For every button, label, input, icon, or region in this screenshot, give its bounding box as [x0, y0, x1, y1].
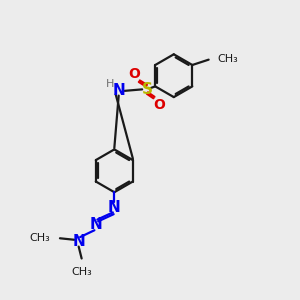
Text: S: S: [141, 82, 152, 97]
Text: N: N: [89, 218, 102, 232]
Text: H: H: [106, 79, 114, 89]
Text: N: N: [108, 200, 121, 214]
Text: N: N: [72, 234, 85, 249]
Text: CH₃: CH₃: [29, 233, 50, 243]
Text: N: N: [112, 83, 125, 98]
Text: CH₃: CH₃: [71, 267, 92, 277]
Text: O: O: [153, 98, 165, 112]
Text: CH₃: CH₃: [217, 54, 238, 64]
Text: O: O: [128, 67, 140, 81]
